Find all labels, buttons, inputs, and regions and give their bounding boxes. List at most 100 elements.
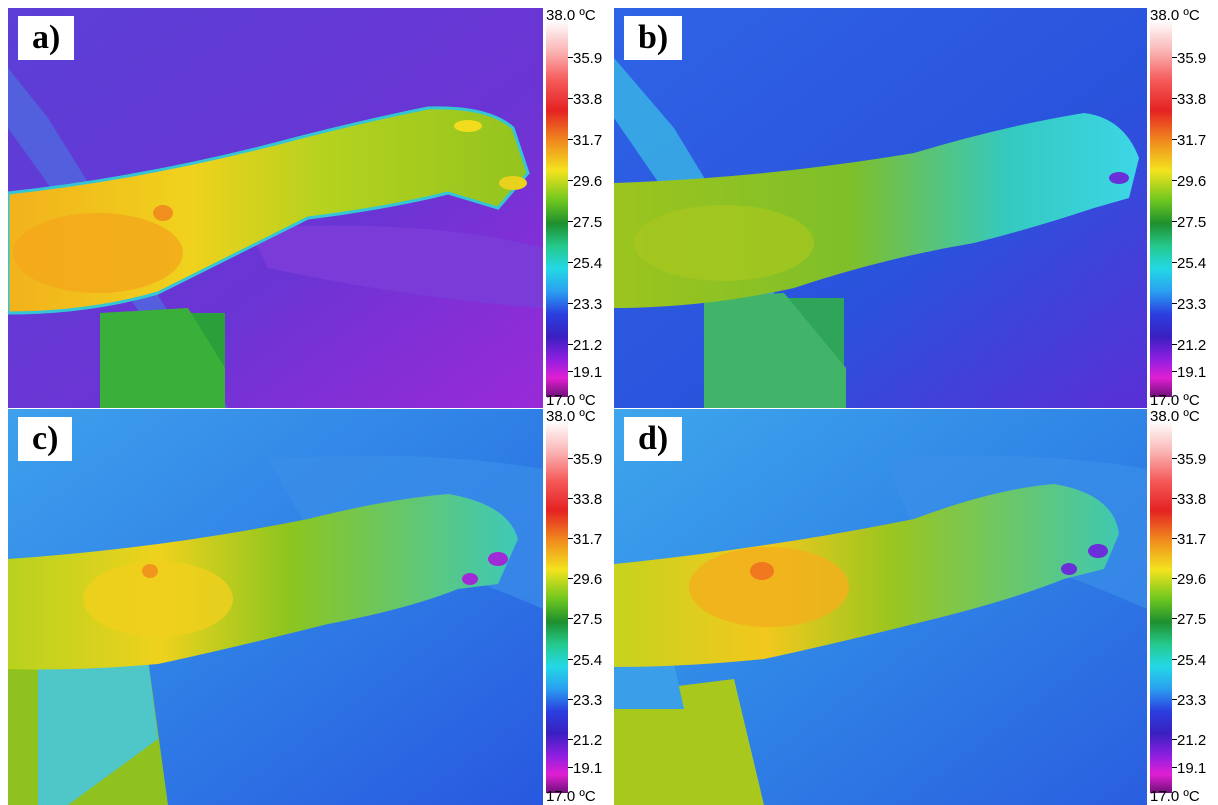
tick-label: 23.3 [1177, 296, 1207, 313]
tick-label: 23.3 [573, 692, 603, 709]
scale-min-c: 17.0 ºC [546, 788, 596, 805]
color-scale-c: 38.0 ºC 35.9 33.8 31.7 29.6 27.5 25.4 23… [543, 409, 610, 805]
tick-label: 21.2 [1177, 337, 1207, 354]
panel-b: b) 38.0 ºC 35.9 33.8 31.7 29.6 27.5 25.4… [614, 8, 1216, 408]
tick-mark [568, 262, 573, 263]
panel-label-d: d) [624, 417, 683, 461]
tick-label: 29.6 [1177, 571, 1207, 588]
tick-mark [568, 371, 573, 372]
color-bar-b [1150, 20, 1172, 397]
tick-label: 29.6 [573, 571, 603, 588]
tick-mark [1172, 699, 1177, 700]
tick-label: 33.8 [573, 491, 603, 508]
tick-label: 29.6 [573, 173, 603, 190]
scale-max-c: 38.0 ºC [546, 408, 596, 425]
tick-label: 27.5 [573, 611, 603, 628]
tick-mark [1172, 659, 1177, 660]
scale-max-d: 38.0 ºC [1150, 408, 1200, 425]
tick-label: 21.2 [573, 337, 603, 354]
tick-mark [568, 303, 573, 304]
tick-mark [1172, 180, 1177, 181]
tick-mark [1172, 98, 1177, 99]
tick-label: 33.8 [1177, 91, 1207, 108]
tick-label: 19.1 [573, 364, 603, 381]
color-bar-c [546, 421, 568, 793]
scale-max-a: 38.0 ºC [546, 7, 596, 24]
tick-label: 19.1 [1177, 364, 1207, 381]
tick-mark [568, 767, 573, 768]
tick-mark [1172, 344, 1177, 345]
panel-a: a) 38.0 ºC 35.9 33.8 31.7 29.6 27.5 25.4… [8, 8, 610, 408]
tick-mark [568, 699, 573, 700]
tick-mark [568, 458, 573, 459]
panel-label-b: b) [624, 16, 683, 60]
tick-mark [1172, 618, 1177, 619]
tick-mark [1172, 262, 1177, 263]
tick-label: 19.1 [573, 760, 603, 777]
tick-mark [568, 498, 573, 499]
tick-label: 33.8 [1177, 491, 1207, 508]
tick-mark [1172, 767, 1177, 768]
tick-mark [568, 344, 573, 345]
tick-mark [1172, 371, 1177, 372]
tick-label: 31.7 [1177, 132, 1207, 149]
tick-label: 33.8 [573, 91, 603, 108]
tick-label: 25.4 [1177, 652, 1207, 669]
scale-min-d: 17.0 ºC [1150, 788, 1200, 805]
tick-label: 21.2 [573, 732, 603, 749]
tick-label: 35.9 [1177, 50, 1207, 67]
color-bar-a [546, 20, 568, 397]
tick-mark [1172, 303, 1177, 304]
tick-label: 31.7 [1177, 531, 1207, 548]
thermal-image-d [614, 409, 1147, 805]
tick-label: 23.3 [1177, 692, 1207, 709]
tick-label: 35.9 [573, 451, 603, 468]
tick-mark [568, 578, 573, 579]
panel-d: d) 38.0 ºC 35.9 33.8 31.7 29.6 27.5 25.4… [614, 409, 1216, 805]
tick-label: 23.3 [573, 296, 603, 313]
tick-label: 35.9 [1177, 451, 1207, 468]
scale-min-b: 17.0 ºC [1150, 392, 1200, 409]
tick-mark [1172, 739, 1177, 740]
color-scale-a: 38.0 ºC 35.9 33.8 31.7 29.6 27.5 25.4 23… [543, 8, 610, 408]
tick-mark [568, 57, 573, 58]
tick-mark [1172, 139, 1177, 140]
panel-c: c) 38.0 ºC 35.9 33.8 31.7 29.6 27.5 25.4… [8, 409, 610, 805]
panel-label-c: c) [18, 417, 73, 461]
color-scale-d: 38.0 ºC 35.9 33.8 31.7 29.6 27.5 25.4 23… [1147, 409, 1216, 805]
tick-mark [1172, 538, 1177, 539]
tick-label: 25.4 [1177, 255, 1207, 272]
color-scale-b: 38.0 ºC 35.9 33.8 31.7 29.6 27.5 25.4 23… [1147, 8, 1216, 408]
thermal-image-b [614, 8, 1147, 408]
tick-label: 21.2 [1177, 732, 1207, 749]
tick-mark [568, 659, 573, 660]
thermal-image-a [8, 8, 543, 408]
tick-label: 31.7 [573, 132, 603, 149]
scale-min-a: 17.0 ºC [546, 392, 596, 409]
tick-label: 27.5 [573, 214, 603, 231]
color-bar-d [1150, 421, 1172, 793]
tick-mark [1172, 57, 1177, 58]
tick-label: 25.4 [573, 652, 603, 669]
tick-mark [1172, 458, 1177, 459]
tick-mark [1172, 498, 1177, 499]
tick-mark [1172, 578, 1177, 579]
tick-label: 29.6 [1177, 173, 1207, 190]
tick-label: 35.9 [573, 50, 603, 67]
tick-mark [568, 180, 573, 181]
tick-label: 27.5 [1177, 214, 1207, 231]
tick-mark [568, 618, 573, 619]
tick-label: 25.4 [573, 255, 603, 272]
tick-label: 31.7 [573, 531, 603, 548]
tick-mark [1172, 221, 1177, 222]
panel-label-a: a) [18, 16, 75, 60]
tick-label: 19.1 [1177, 760, 1207, 777]
tick-mark [568, 538, 573, 539]
tick-mark [568, 739, 573, 740]
tick-mark [568, 139, 573, 140]
thermal-image-c [8, 409, 543, 805]
scale-max-b: 38.0 ºC [1150, 7, 1200, 24]
tick-label: 27.5 [1177, 611, 1207, 628]
tick-mark [568, 221, 573, 222]
tick-mark [568, 98, 573, 99]
